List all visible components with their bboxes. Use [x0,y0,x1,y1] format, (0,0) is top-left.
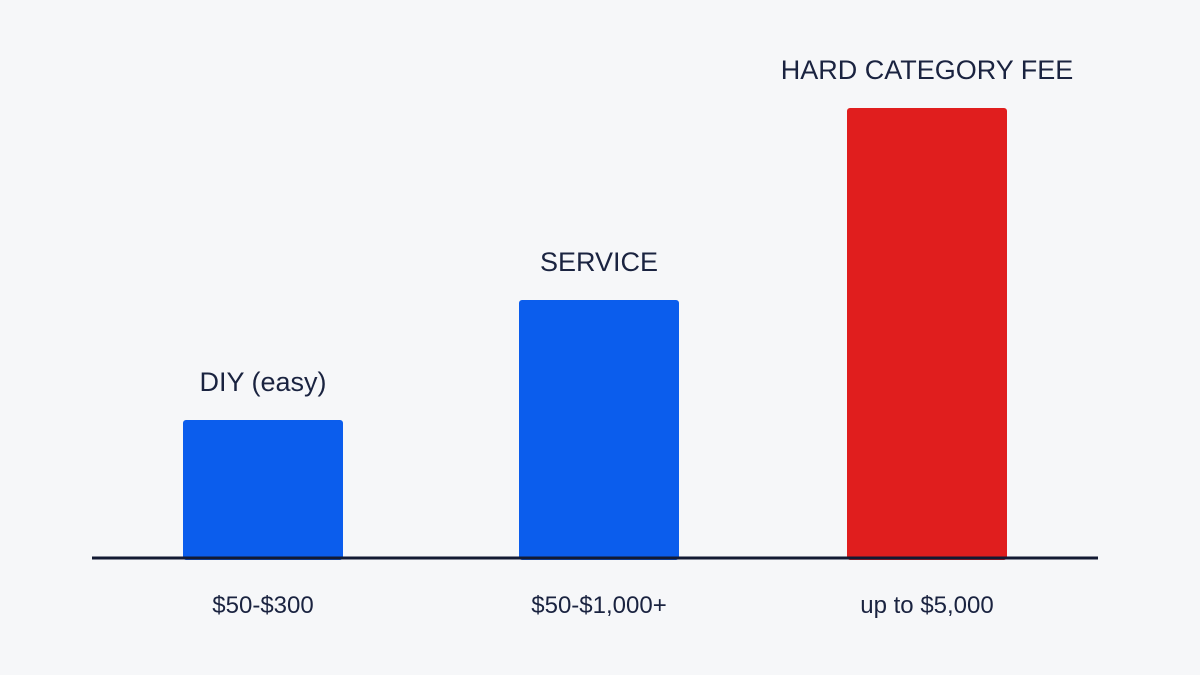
bar-1 [183,420,343,560]
category-label-2: $50-$1,000+ [531,592,666,619]
bar-label-2: SERVICE [540,247,658,277]
category-label-3: up to $5,000 [860,592,993,619]
category-label-1: $50-$300 [212,592,313,619]
bar-2 [519,300,679,560]
bar-label-1: DIY (easy) [199,367,326,397]
bar-3 [847,108,1007,560]
bars-group [183,108,1007,560]
labels-group: DIY (easy) $50-$300 SERVICE $50-$1,000+ HARD… [199,55,1073,619]
bar-label-3: HARD CATEGORY FEE [781,55,1074,85]
